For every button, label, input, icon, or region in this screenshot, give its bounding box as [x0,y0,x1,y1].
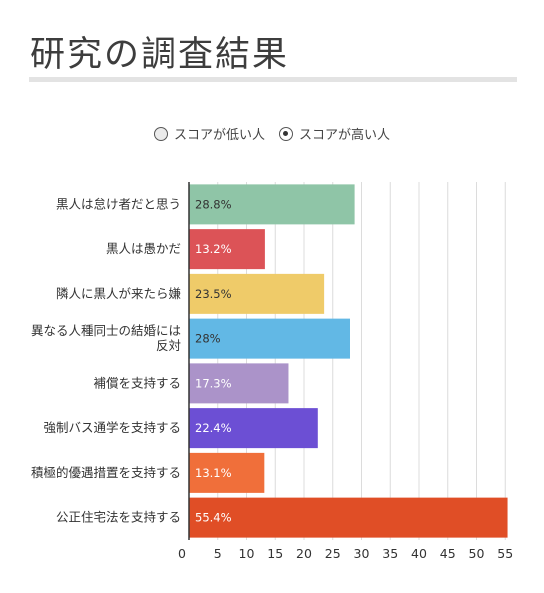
chart-legend: スコアが低い人 スコアが高い人 [0,124,544,143]
bar-value-label: 13.2% [195,242,232,256]
bar-value-label: 28.8% [195,197,232,211]
category-label: 反対 [156,338,181,353]
bar [189,184,355,225]
x-tick-label: 45 [440,546,456,561]
legend-label-high-score: スコアが高い人 [299,128,391,143]
bar-value-label: 22.4% [195,421,232,435]
x-tick-label: 25 [325,546,341,561]
x-tick-label: 30 [354,546,370,561]
bar [189,408,318,449]
bar [189,497,508,538]
bar [189,363,289,404]
bar-value-label: 28% [195,332,221,346]
x-tick-label: 5 [214,546,222,561]
x-tick-label: 0 [178,546,186,561]
x-tick-label: 15 [267,546,283,561]
legend-item-low-score[interactable]: スコアが低い人 [153,124,265,143]
bar [189,229,265,270]
category-label: 補償を支持する [93,375,181,390]
x-tick-label: 55 [497,546,513,561]
x-tick-label: 20 [296,546,312,561]
category-label: 異なる人種同士の結婚には [31,323,181,338]
legend-label-low-score: スコアが低い人 [173,128,265,143]
bar [189,318,350,359]
x-tick-label: 50 [469,546,485,561]
x-tick-label: 35 [382,546,398,561]
category-label: 積極的優遇措置を支持する [31,465,181,480]
bar [189,452,265,493]
legend-item-high-score[interactable]: スコアが高い人 [279,124,390,143]
radio-selected-icon[interactable] [279,126,293,141]
category-label: 隣人に黒人が来たら嫌 [56,286,181,301]
category-label: 公正住宅法を支持する [56,510,181,525]
title-divider [29,77,517,82]
category-label: 強制バス通学を支持する [43,420,181,435]
bar-value-label: 23.5% [195,287,232,301]
bar-value-label: 13.1% [195,466,232,480]
category-label: 黒人は怠け者だと思う [56,196,181,211]
x-tick-label: 10 [239,546,255,561]
x-tick-label: 40 [411,546,427,561]
category-label: 黒人は愚かだ [106,241,181,256]
radio-icon[interactable] [153,126,168,141]
page-title: 研究の調査結果 [30,35,290,75]
bar-value-label: 55.4% [195,511,232,525]
bar [189,273,325,314]
bar-value-label: 17.3% [195,376,232,390]
